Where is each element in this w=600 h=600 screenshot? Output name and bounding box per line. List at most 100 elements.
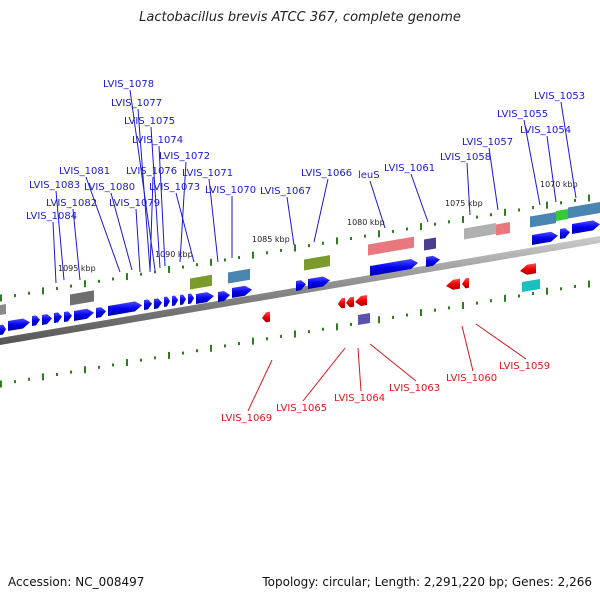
tick-mark <box>42 287 44 295</box>
tick-mark <box>322 241 324 245</box>
feature-box <box>496 222 510 236</box>
tick-mark <box>434 308 436 312</box>
gene-label: LVIS_1072 <box>159 151 210 162</box>
label-leader-lines <box>52 89 577 412</box>
tick-mark <box>126 273 128 281</box>
tick-mark <box>462 301 464 309</box>
feature-box <box>190 274 212 290</box>
feature-box <box>424 237 436 251</box>
gene-label: LVIS_1075 <box>124 116 175 127</box>
tick-mark <box>546 201 548 209</box>
tick-mark <box>448 220 450 224</box>
tick-mark <box>210 258 212 266</box>
tick-mark <box>560 287 562 291</box>
gene-arrow <box>346 296 354 308</box>
gene-arrows <box>0 220 600 335</box>
gene-label: LVIS_1074 <box>132 135 183 146</box>
gene-label: LVIS_1083 <box>29 180 80 191</box>
gene-label: LVIS_1069 <box>221 413 272 424</box>
leader-line <box>179 161 187 263</box>
gene-label: LVIS_1079 <box>109 198 160 209</box>
tick-mark <box>490 299 492 303</box>
gene-label: LVIS_1055 <box>497 109 548 120</box>
gene-label: LVIS_1078 <box>103 79 154 90</box>
gene-arrow <box>172 295 178 306</box>
gene-arrow <box>154 298 162 309</box>
gene-arrow <box>296 280 306 291</box>
tick-mark <box>546 287 548 295</box>
gene-arrow <box>262 311 270 323</box>
tick-mark <box>518 208 520 212</box>
gene-arrow <box>218 290 230 302</box>
gene-arrow <box>520 263 536 275</box>
tick-mark <box>140 272 142 276</box>
gene-label: LVIS_1060 <box>446 373 497 384</box>
tick-mark <box>224 258 226 262</box>
leader-line <box>560 101 577 199</box>
kbp-label: 1080 kbp <box>347 218 385 227</box>
tick-mark <box>70 284 72 288</box>
gene-arrow <box>338 297 345 309</box>
gene-arrow <box>180 294 186 305</box>
tick-mark <box>14 380 16 384</box>
leader-line <box>488 147 499 211</box>
gene-label: LVIS_1057 <box>462 137 513 148</box>
gene-label: LVIS_1071 <box>182 168 233 179</box>
tick-mark <box>588 280 590 288</box>
tick-mark <box>126 359 128 367</box>
tick-mark <box>98 279 100 283</box>
gene-arrow <box>54 312 62 323</box>
leader-line <box>546 135 557 203</box>
gene-label: LVIS_1070 <box>205 185 256 196</box>
leader-line <box>158 145 166 267</box>
tick-mark <box>420 223 422 231</box>
tick-mark <box>364 234 366 238</box>
tick-mark <box>336 323 338 331</box>
gene-label: LVIS_1077 <box>111 98 162 109</box>
feature-box <box>0 303 6 315</box>
leader-line <box>175 192 195 263</box>
gene-arrow <box>108 301 142 316</box>
gene-arrow <box>42 314 52 325</box>
gene-label: LVIS_1065 <box>276 403 327 414</box>
gene-arrow <box>32 315 40 326</box>
leader-line <box>369 180 386 229</box>
gene-label: LVIS_1082 <box>46 198 97 209</box>
gene-arrow <box>355 294 367 306</box>
tick-mark <box>56 286 58 290</box>
tick-mark <box>168 351 170 359</box>
tick-mark <box>532 206 534 210</box>
leader-line <box>302 347 346 402</box>
tick-marks <box>0 194 590 388</box>
accession-text: Accession: NC_008497 <box>8 575 145 589</box>
feature-box <box>358 312 370 325</box>
feature-box <box>522 278 540 292</box>
tick-mark <box>448 306 450 310</box>
gene-label: LVIS_1054 <box>520 125 571 136</box>
tick-mark <box>252 251 254 259</box>
gene-arrow <box>426 255 440 267</box>
tick-mark <box>588 194 590 202</box>
gene-label: LVIS_1084 <box>26 211 77 222</box>
tick-mark <box>252 337 254 345</box>
tick-mark <box>266 251 268 255</box>
map-title: Lactobacillus brevis ATCC 367, complete … <box>139 10 461 25</box>
leader-line <box>137 108 151 271</box>
tick-mark <box>266 337 268 341</box>
tick-mark <box>28 291 30 295</box>
tick-mark <box>168 265 170 273</box>
leader-line <box>85 176 121 273</box>
genome-summary: Topology: circular; Length: 2,291,220 bp… <box>262 575 592 589</box>
tick-mark <box>196 349 198 353</box>
gene-label: LVIS_1063 <box>389 383 440 394</box>
gene-label: LVIS_1080 <box>84 182 135 193</box>
gene-arrow <box>560 228 570 239</box>
tick-mark <box>154 356 156 360</box>
feature-box <box>556 208 568 221</box>
tick-mark <box>420 309 422 317</box>
tick-mark <box>140 358 142 362</box>
gene-labels: LVIS_1078 LVIS_1077 LVIS_1075 LVIS_1074 LVIS… <box>26 79 585 424</box>
leader-line <box>110 192 133 271</box>
gene-label: LVIS_1067 <box>260 186 311 197</box>
